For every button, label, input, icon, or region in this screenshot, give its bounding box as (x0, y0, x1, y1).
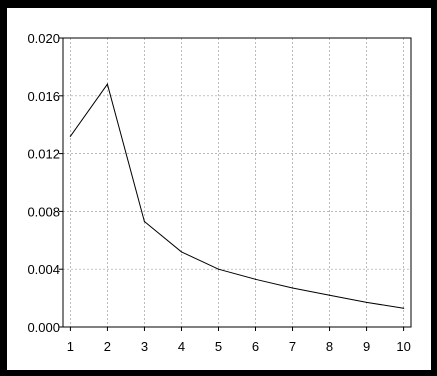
outer-border-left (0, 0, 7, 376)
data-point (254, 278, 257, 280)
x-tick-label: 7 (289, 339, 296, 354)
series-line-0 (69, 83, 404, 309)
inner-white-area (7, 8, 431, 370)
x-tick-label: 9 (363, 339, 370, 354)
y-tick-label: 0.016 (27, 89, 60, 104)
x-tick-label: 5 (215, 339, 222, 354)
x-tick-label: 1 (67, 339, 74, 354)
y-tick-label: 0.004 (27, 262, 60, 277)
data-point (143, 220, 146, 223)
data-point (402, 307, 405, 309)
y-tick-label: 0.012 (27, 147, 60, 162)
data-point (180, 251, 183, 253)
x-tick-label: 4 (178, 339, 185, 354)
plot-area-border (62, 37, 412, 328)
data-point (365, 301, 368, 304)
data-point (328, 294, 331, 296)
x-tick-label: 2 (104, 339, 111, 354)
data-point (69, 135, 72, 137)
x-tick-label: 6 (252, 339, 259, 354)
y-tick-label: 0.020 (27, 31, 60, 46)
outer-border-bottom (0, 370, 437, 376)
outer-border-right (431, 0, 437, 376)
outer-border-top (0, 0, 437, 8)
axis-ticks (59, 37, 405, 331)
data-point (106, 83, 109, 85)
x-tick-label: 3 (141, 339, 148, 354)
x-tick-label: 8 (326, 339, 333, 354)
y-tick-label: 0.008 (27, 204, 60, 219)
y-tick-label: 0.000 (27, 320, 60, 335)
tick-labels: 0.000 0.004 0.008 0.012 0.016 0.020 1 2 3 4 5 6 7 8 9 1… (27, 31, 410, 354)
series-group (69, 83, 405, 309)
data-point (217, 268, 220, 270)
data-point (291, 287, 294, 289)
x-tick-label: 10 (396, 339, 410, 354)
